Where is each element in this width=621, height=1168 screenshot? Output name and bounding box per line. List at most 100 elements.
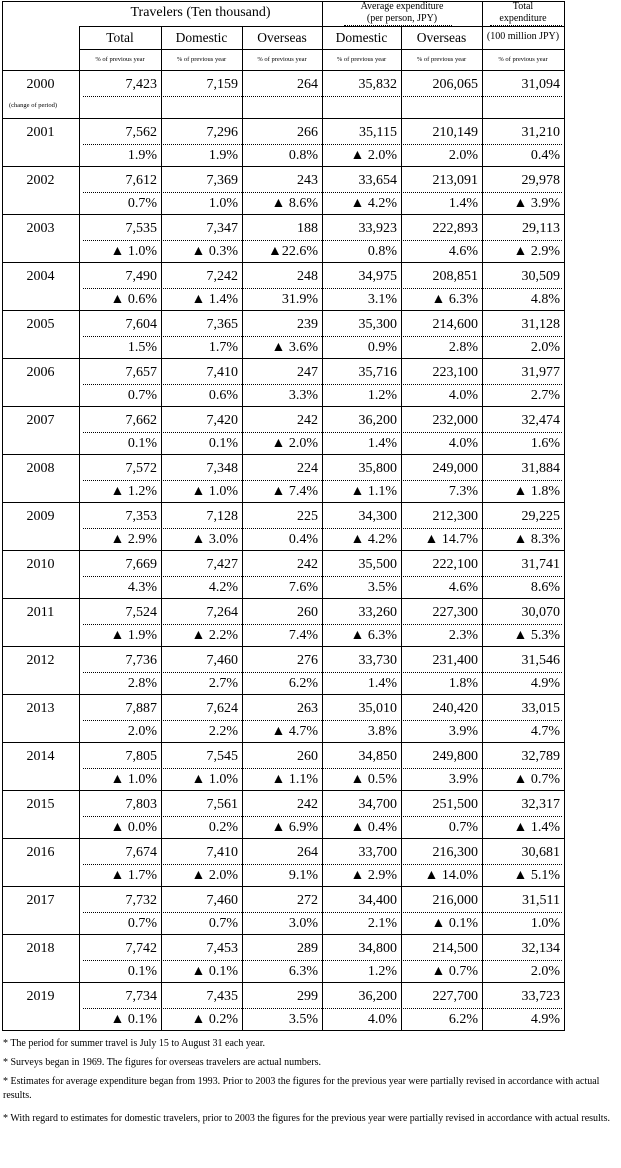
value-cell: 31,884 — [521, 461, 561, 476]
row-divider — [2, 214, 564, 215]
row-divider — [2, 118, 564, 119]
pct-change-cell: ▲ 0.1% — [191, 964, 238, 979]
value-cell: 251,500 — [432, 797, 479, 812]
pct-change-cell: 0.2% — [208, 820, 238, 835]
table-outer-border — [564, 1, 565, 1031]
pct-change-cell: 1.7% — [208, 340, 238, 355]
value-cell: 7,736 — [125, 653, 158, 668]
pct-change-cell: ▲ 2.9% — [110, 532, 157, 547]
value-cell: 33,260 — [358, 605, 398, 620]
value-cell: 33,015 — [521, 701, 561, 716]
pct-header-label: % of previous year — [257, 56, 307, 63]
pct-change-cell: 8.6% — [530, 580, 560, 595]
value-cell: 29,113 — [522, 221, 560, 236]
value-cell: 7,545 — [206, 749, 239, 764]
value-cell: 260 — [297, 749, 318, 764]
year-cell: 2002 — [26, 173, 55, 188]
value-cell: 213,091 — [432, 173, 479, 188]
pct-change-cell: ▲ 14.7% — [424, 532, 478, 547]
value-cell: 31,546 — [521, 653, 561, 668]
value-cell: 34,300 — [358, 509, 398, 524]
pct-change-cell: 4.7% — [530, 724, 560, 739]
value-cell: 32,474 — [521, 413, 561, 428]
pct-change-cell: ▲ 2.0% — [271, 436, 318, 451]
value-cell: 248 — [297, 269, 318, 284]
pct-change-cell: ▲ 0.4% — [350, 820, 397, 835]
col-header-domestic: Domestic — [175, 30, 228, 45]
pct-change-cell: 3.0% — [288, 916, 318, 931]
pct-header-label: % of previous year — [498, 56, 548, 63]
pct-change-cell: 2.8% — [448, 340, 478, 355]
value-cell: 7,347 — [206, 221, 239, 236]
value-cell: 29,978 — [521, 173, 561, 188]
pct-change-cell: ▲ 0.2% — [191, 1012, 238, 1027]
value-cell: 272 — [297, 893, 318, 908]
pct-change-cell: 3.5% — [288, 1012, 318, 1027]
row-divider — [2, 166, 564, 167]
header-bottom-border — [2, 70, 564, 71]
value-cell: 30,509 — [521, 269, 561, 284]
pct-change-cell: 7.4% — [288, 628, 318, 643]
col-header-total-exp: (100 million JPY) — [486, 31, 560, 42]
row-divider — [2, 262, 564, 263]
pct-change-cell: ▲ 4.7% — [271, 724, 318, 739]
header-row-divider — [79, 26, 564, 27]
row-divider — [2, 310, 564, 311]
pct-change-cell: 0.7% — [127, 196, 157, 211]
pct-change-cell: 4.6% — [448, 580, 478, 595]
value-cell: 239 — [297, 317, 318, 332]
value-cell: 249,000 — [432, 461, 479, 476]
pct-change-cell: 1.8% — [448, 676, 478, 691]
column-divider — [322, 1, 323, 1031]
row-divider — [2, 742, 564, 743]
col-header-overseas: Overseas — [257, 30, 307, 45]
row-divider — [2, 886, 564, 887]
value-cell: 7,365 — [206, 317, 239, 332]
value-cell: 33,723 — [521, 989, 561, 1004]
column-divider — [482, 1, 483, 1031]
pct-change-cell: 6.2% — [448, 1012, 478, 1027]
value-cell: 224 — [297, 461, 318, 476]
year-cell: 2010 — [26, 557, 55, 572]
header-travelers-group: Travelers (Ten thousand) — [130, 5, 271, 20]
value-cell: 31,977 — [521, 365, 561, 380]
value-cell: 7,159 — [206, 77, 239, 92]
pct-change-cell: 1.5% — [127, 340, 157, 355]
pct-change-cell: ▲ 5.1% — [513, 868, 560, 883]
value-cell: 32,134 — [521, 941, 561, 956]
column-divider — [401, 26, 402, 1031]
pct-change-cell: ▲ 2.9% — [513, 244, 560, 259]
value-cell: 30,681 — [521, 845, 561, 860]
pct-change-cell: ▲ 3.9% — [513, 196, 560, 211]
value-cell: 7,348 — [206, 461, 239, 476]
pct-change-cell: ▲ 1.1% — [271, 772, 318, 787]
pct-change-cell: 4.6% — [448, 244, 478, 259]
row-divider — [2, 406, 564, 407]
row-divider — [2, 502, 564, 503]
value-cell: 222,893 — [432, 221, 479, 236]
pct-change-cell: 4.9% — [530, 1012, 560, 1027]
table-bottom-border — [2, 1030, 564, 1031]
value-cell: 32,789 — [521, 749, 561, 764]
value-cell: 264 — [297, 845, 318, 860]
pct-change-cell: ▲ 6.3% — [350, 628, 397, 643]
value-cell: 214,600 — [432, 317, 479, 332]
pct-change-cell: 0.8% — [288, 148, 318, 163]
value-cell: 216,000 — [432, 893, 479, 908]
value-cell: 35,500 — [358, 557, 398, 572]
value-cell: 225 — [297, 509, 318, 524]
value-cell: 36,200 — [358, 989, 398, 1004]
pct-change-cell: ▲ 5.3% — [513, 628, 560, 643]
pct-change-cell: 1.2% — [367, 388, 397, 403]
pct-change-cell: 1.0% — [530, 916, 560, 931]
pct-change-cell: ▲ 2.2% — [191, 628, 238, 643]
pct-change-cell: 2.0% — [530, 340, 560, 355]
value-cell: 34,700 — [358, 797, 398, 812]
pct-change-cell: 4.3% — [127, 580, 157, 595]
pct-change-cell: ▲ 0.0% — [110, 820, 157, 835]
value-cell: 31,128 — [521, 317, 561, 332]
header-subrow-divider — [79, 49, 564, 50]
footnote: * Estimates for average expenditure bega… — [3, 1076, 600, 1101]
header-dotted — [344, 25, 452, 26]
pct-change-cell: 0.7% — [448, 820, 478, 835]
